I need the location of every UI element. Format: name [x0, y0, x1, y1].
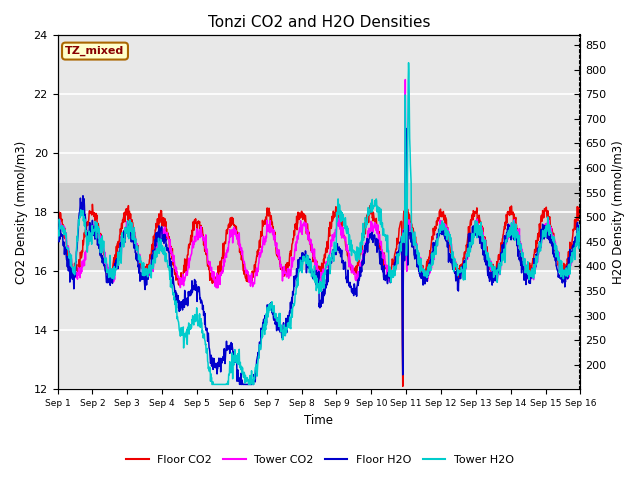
Title: Tonzi CO2 and H2O Densities: Tonzi CO2 and H2O Densities — [208, 15, 430, 30]
Y-axis label: CO2 Density (mmol/m3): CO2 Density (mmol/m3) — [15, 141, 28, 284]
Bar — [58, 183, 580, 271]
Y-axis label: H2O Density (mmol/m3): H2O Density (mmol/m3) — [612, 141, 625, 284]
Legend: Floor CO2, Tower CO2, Floor H2O, Tower H2O: Floor CO2, Tower CO2, Floor H2O, Tower H… — [122, 451, 518, 469]
Text: TZ_mixed: TZ_mixed — [65, 46, 125, 56]
X-axis label: Time: Time — [305, 414, 333, 427]
